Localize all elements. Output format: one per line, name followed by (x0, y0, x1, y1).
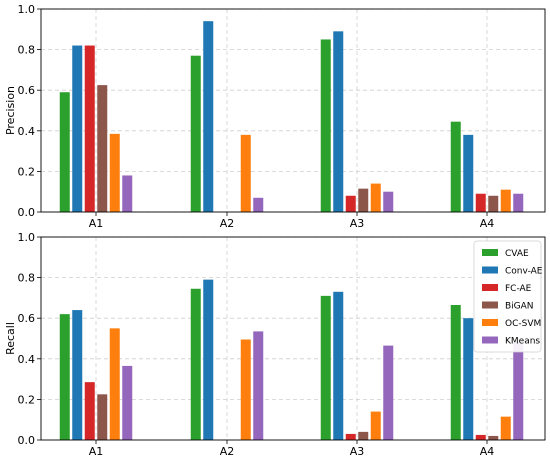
chart-panel-recall: 0.0 0.2 0.4 0.6 0.8 1.0 A1 A2 A3 A4 Recall CVAE Conv… (4, 231, 546, 457)
legend-label: CVAE (505, 249, 529, 259)
bar-bigan-a1 (97, 394, 108, 440)
bar-oc-svm-a1 (109, 328, 120, 440)
bar-conv-ae-a2 (203, 279, 214, 440)
y-tick-label: 0.6 (18, 312, 36, 325)
bar-kmeans-a2 (253, 331, 264, 440)
bar-fc-ae-a1 (84, 45, 95, 212)
x-tick-label: A4 (480, 445, 495, 457)
y-tick-label: 0.2 (18, 165, 36, 178)
x-tick-label: A2 (220, 217, 235, 230)
plot-frame (40, 236, 546, 441)
bar-cvae-a3 (320, 295, 331, 440)
bar-conv-ae-a1 (72, 45, 83, 212)
bar-cvae-a2 (190, 55, 201, 212)
legend-swatch (482, 249, 498, 256)
legend-swatch (482, 284, 498, 291)
bar-kmeans-a3 (383, 345, 394, 440)
bar-oc-svm-a1 (109, 133, 120, 212)
x-tick-label: A1 (89, 445, 104, 457)
legend-swatch (482, 266, 498, 274)
bar-fc-ae-a4 (475, 434, 486, 440)
y-tick-label: 1.0 (18, 231, 36, 244)
bar-cvae-a1 (59, 314, 70, 440)
bar-oc-svm-a4 (500, 189, 511, 212)
y-axis-title: Recall (4, 322, 17, 355)
legend-swatch (482, 319, 498, 326)
bar-bigan-a3 (358, 431, 369, 440)
bar-bigan-a3 (358, 188, 369, 212)
y-tick-label: 0.0 (18, 206, 36, 219)
bar-oc-svm-a3 (370, 411, 381, 440)
y-tick-label: 0.6 (18, 84, 36, 97)
bar-cvae-a2 (190, 288, 201, 440)
bar-cvae-a1 (59, 92, 70, 212)
plot-frame (40, 8, 546, 213)
bar-fc-ae-a4 (475, 193, 486, 212)
bar-kmeans-a2 (253, 197, 264, 212)
legend-label: BiGAN (505, 302, 534, 312)
x-tick-label: A3 (350, 445, 365, 457)
x-tick-label: A1 (89, 217, 104, 230)
bar-conv-ae-a3 (333, 291, 344, 440)
y-tick-label: 0.4 (18, 353, 36, 366)
bar-bigan-a1 (97, 85, 108, 212)
bar-kmeans-a1 (122, 175, 133, 212)
bar-oc-svm-a2 (240, 134, 251, 212)
bar-oc-svm-a3 (370, 183, 381, 212)
bar-conv-ae-a4 (463, 318, 474, 440)
legend-swatch (482, 301, 498, 309)
bar-conv-ae-a3 (333, 31, 344, 212)
bar-fc-ae-a3 (345, 433, 356, 440)
bar-conv-ae-a2 (203, 21, 214, 213)
bar-conv-ae-a4 (463, 134, 474, 212)
legend-label: OC-SVM (505, 319, 541, 329)
bar-cvae-a4 (450, 305, 461, 440)
bar-oc-svm-a2 (240, 339, 251, 440)
y-tick-label: 0.8 (18, 272, 36, 285)
bar-fc-ae-a1 (84, 382, 95, 440)
bar-bigan-a4 (488, 435, 499, 440)
bar-fc-ae-a3 (345, 195, 356, 212)
legend-label: KMeans (505, 337, 540, 347)
bar-oc-svm-a4 (500, 416, 511, 440)
x-tick-label: A4 (480, 217, 495, 230)
y-tick-label: 1.0 (18, 3, 36, 16)
legend: CVAE Conv-AE FC-AE BiGAN OC-SVM KMeans (473, 240, 543, 353)
legend-label: FC-AE (505, 284, 532, 294)
bar-conv-ae-a1 (72, 310, 83, 440)
bar-kmeans-a4 (513, 342, 524, 440)
x-tick-label: A3 (350, 217, 365, 230)
y-tick-label: 0.0 (18, 434, 36, 447)
y-tick-label: 0.2 (18, 393, 36, 406)
bar-cvae-a4 (450, 121, 461, 212)
legend-label: Conv-AE (505, 267, 543, 277)
legend-swatch (482, 336, 498, 344)
bar-kmeans-a3 (383, 191, 394, 212)
bar-cvae-a3 (320, 39, 331, 213)
x-tick-label: A2 (220, 445, 235, 457)
y-axis-title: Precision (4, 86, 17, 135)
chart-panel-precision: 0.0 0.2 0.4 0.6 0.8 1.0 A1 A2 A3 A4 Precision (4, 3, 546, 230)
y-tick-label: 0.8 (18, 44, 36, 57)
bar-bigan-a4 (488, 195, 499, 212)
y-tick-label: 0.4 (18, 125, 36, 138)
bar-kmeans-a1 (122, 365, 133, 440)
bar-kmeans-a4 (513, 193, 524, 212)
